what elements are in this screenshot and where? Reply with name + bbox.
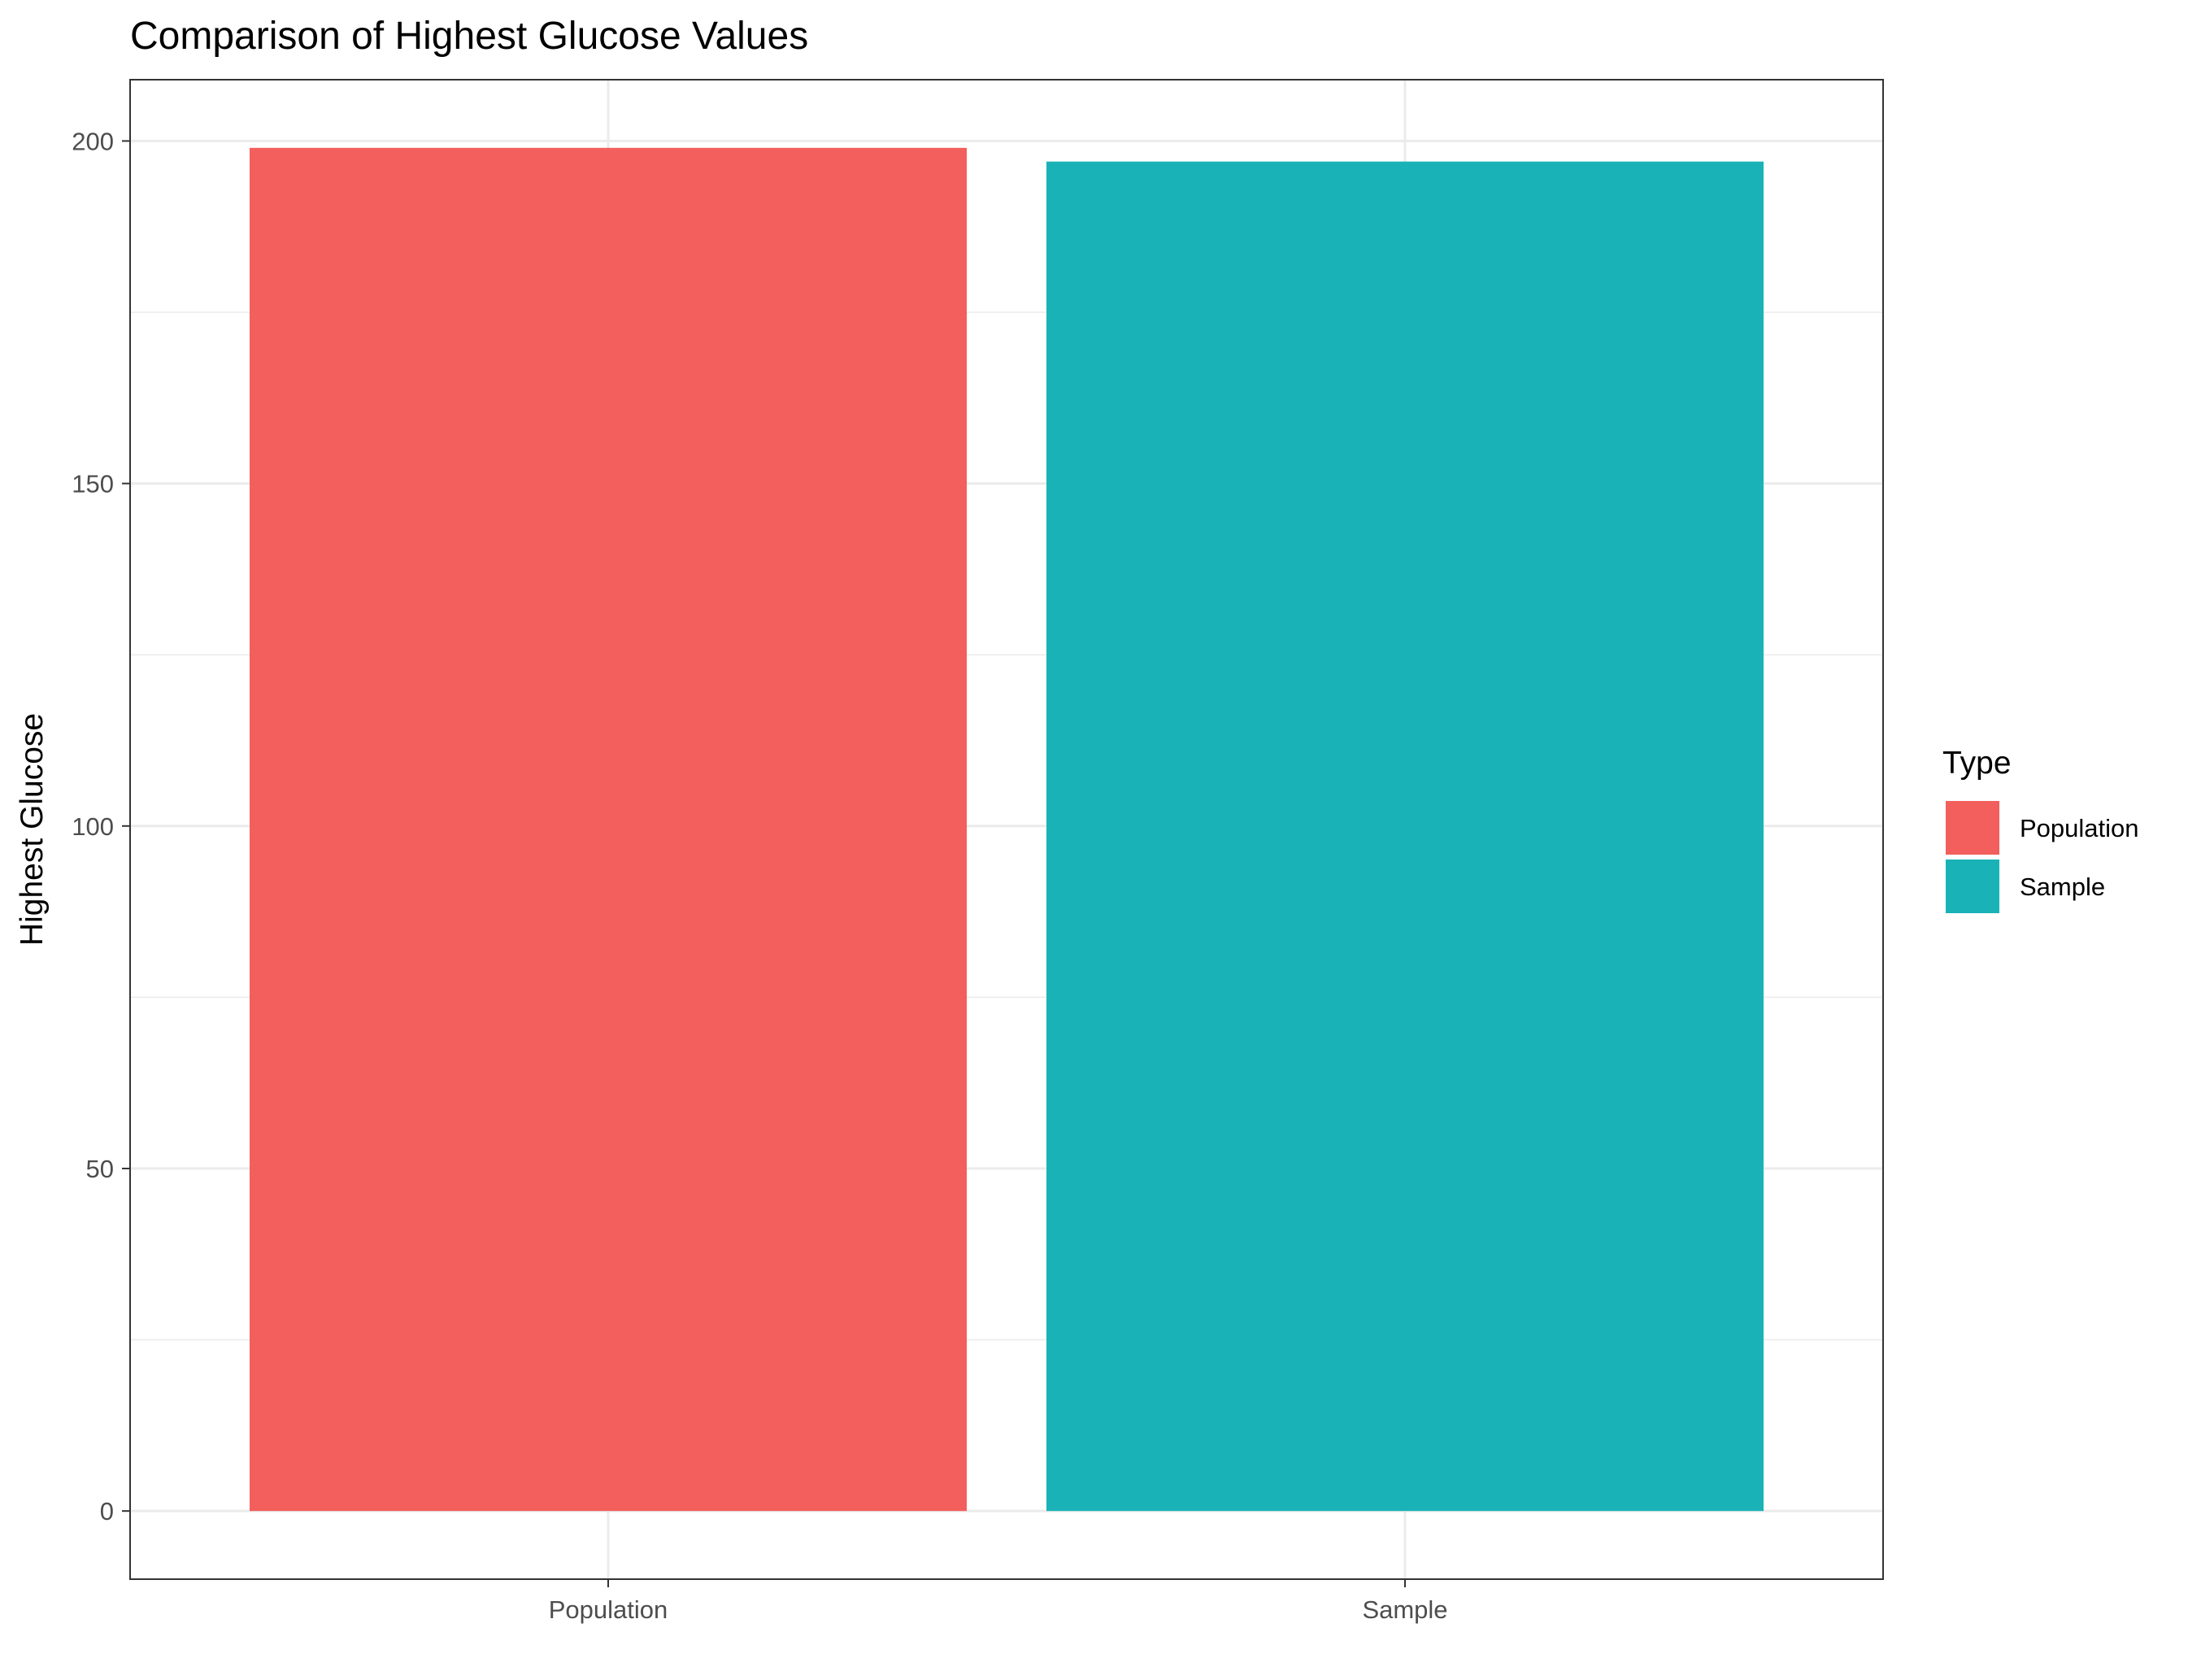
legend-label-population: Population [2020,814,2139,842]
x-tick-label: Sample [1362,1595,1447,1624]
chart-title: Comparison of Highest Glucose Values [130,15,808,58]
y-axis: 0 50 100 150 200 [72,127,130,1525]
legend-key-population [1946,801,1999,855]
y-tick-label: 0 [100,1497,114,1525]
y-tick-label: 50 [86,1155,114,1183]
y-tick-label: 200 [72,127,114,155]
bar-population [250,147,967,1512]
y-axis-title: Highest Glucose [15,713,50,946]
plot-border [129,79,1884,1580]
legend-title: Type [1942,746,2012,781]
bar-sample [1046,161,1764,1512]
legend-label-sample: Sample [2020,873,2105,901]
plot-area [129,79,1884,1580]
x-axis: Population Sample [549,1579,1448,1624]
bars [250,147,1764,1512]
y-tick-label: 100 [72,812,114,841]
x-tick-label: Population [549,1595,668,1624]
legend-key-sample [1946,860,1999,913]
y-tick-label: 150 [72,470,114,498]
legend-items: Population Sample [1946,801,2139,913]
legend: Type Population Sample [1942,746,2139,913]
